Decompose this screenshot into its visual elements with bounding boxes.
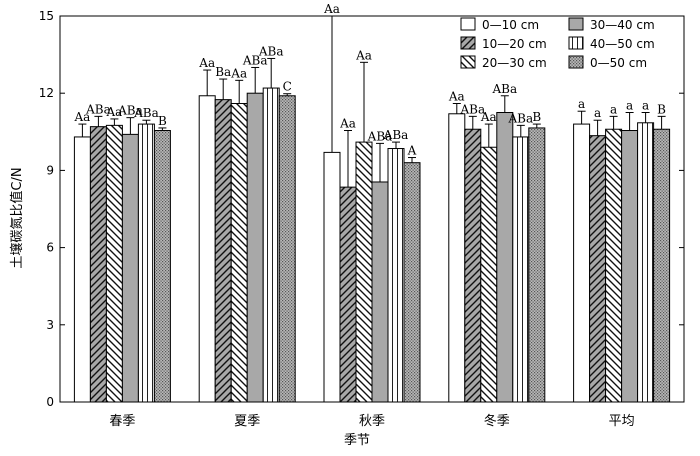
significance-label: B bbox=[158, 114, 167, 128]
bar bbox=[605, 128, 623, 403]
legend-label: 40—50 cm bbox=[590, 37, 655, 51]
significance-label: A bbox=[407, 144, 417, 158]
significance-label: Aa bbox=[448, 89, 465, 103]
significance-label: B bbox=[532, 110, 541, 124]
y-tick-label: 0 bbox=[46, 395, 54, 409]
bar bbox=[339, 186, 357, 403]
bar bbox=[121, 133, 139, 403]
legend-swatch bbox=[460, 55, 476, 69]
bar bbox=[403, 162, 421, 403]
significance-label: ABa bbox=[133, 106, 159, 120]
y-axis: 0 3 6 9 12 15 bbox=[39, 9, 684, 409]
significance-label: ABa bbox=[242, 53, 268, 67]
x-axis: 春季 夏季 秋季 冬季 平均 bbox=[109, 397, 635, 429]
significance-label: Aa bbox=[480, 110, 497, 124]
y-axis-title: 土壤碳氮比值C/N bbox=[9, 167, 25, 268]
bar bbox=[621, 130, 639, 403]
legend-swatch bbox=[568, 55, 584, 69]
legend-label: 20—30 cm bbox=[482, 56, 547, 70]
significance-label: Aa bbox=[230, 66, 247, 80]
x-axis-title: 季节 bbox=[344, 433, 370, 448]
bar bbox=[355, 141, 373, 403]
y-tick-label: 3 bbox=[46, 318, 54, 332]
legend-label: 0—50 cm bbox=[590, 56, 647, 70]
significance-label: a bbox=[578, 97, 585, 111]
bar bbox=[637, 122, 655, 403]
bar bbox=[230, 102, 248, 403]
bar bbox=[528, 127, 546, 403]
significance-label: Aa bbox=[339, 117, 356, 131]
y-tick-label: 15 bbox=[39, 9, 54, 23]
bar bbox=[589, 135, 607, 403]
significance-label: Ba bbox=[215, 65, 231, 79]
significance-label: Aa bbox=[198, 56, 215, 70]
bar bbox=[73, 136, 91, 403]
legend-swatch bbox=[568, 17, 584, 31]
significance-label: Aa bbox=[105, 105, 122, 119]
legend-label: 0—10 cm bbox=[482, 18, 539, 32]
significance-label: ABa bbox=[367, 129, 393, 143]
significance-label: a bbox=[594, 106, 601, 120]
legend-label: 10—20 cm bbox=[482, 37, 547, 51]
legend-swatch bbox=[568, 36, 584, 50]
x-tick-label: 秋季 bbox=[359, 414, 385, 429]
significance-label: Aa bbox=[355, 48, 372, 62]
legend-swatch bbox=[460, 17, 476, 31]
legend-swatch bbox=[460, 36, 476, 50]
bar bbox=[89, 126, 107, 403]
significance-label: ABa bbox=[491, 82, 517, 96]
x-tick-label: 夏季 bbox=[234, 414, 260, 429]
significance-label: ABa bbox=[85, 102, 111, 116]
bar bbox=[323, 151, 341, 403]
legend-label: 30—40 cm bbox=[590, 18, 655, 32]
bar bbox=[371, 181, 389, 403]
x-tick-label: 春季 bbox=[109, 414, 135, 429]
y-tick-label: 9 bbox=[46, 163, 54, 177]
y-tick-label: 12 bbox=[39, 86, 54, 100]
significance-label: a bbox=[610, 102, 617, 116]
y-tick-label: 6 bbox=[46, 241, 54, 255]
significance-label: ABa bbox=[117, 104, 143, 118]
significance-label: B bbox=[657, 102, 666, 116]
bar bbox=[214, 99, 232, 403]
bar bbox=[105, 124, 123, 403]
bar bbox=[464, 128, 482, 403]
x-tick-label: 平均 bbox=[609, 414, 635, 429]
bar bbox=[278, 95, 296, 403]
significance-label: ABa bbox=[258, 44, 284, 58]
bar bbox=[387, 148, 405, 403]
bar bbox=[512, 136, 530, 403]
significance-label: a bbox=[642, 99, 649, 113]
legend: 0—10 cm 30—40 cm 10—20 cm 40—50 cm 20—30 cm 0… bbox=[460, 17, 655, 70]
significance-label: ABa bbox=[507, 111, 533, 125]
x-tick-label: 冬季 bbox=[484, 413, 510, 429]
bar bbox=[653, 128, 671, 403]
bar bbox=[448, 113, 466, 403]
bar bbox=[153, 130, 171, 403]
significance-label: ABa bbox=[459, 102, 485, 116]
significance-label: Aa bbox=[323, 2, 340, 16]
bar bbox=[246, 92, 264, 403]
bar bbox=[262, 87, 280, 403]
significance-label: C bbox=[283, 80, 292, 94]
bar bbox=[198, 95, 216, 403]
significance-label: a bbox=[626, 99, 633, 113]
bar bbox=[137, 123, 155, 403]
significance-label: Aa bbox=[73, 110, 90, 124]
bar bbox=[480, 146, 498, 403]
bar bbox=[496, 112, 514, 403]
bar bbox=[573, 123, 591, 403]
significance-label: ABa bbox=[383, 128, 409, 142]
